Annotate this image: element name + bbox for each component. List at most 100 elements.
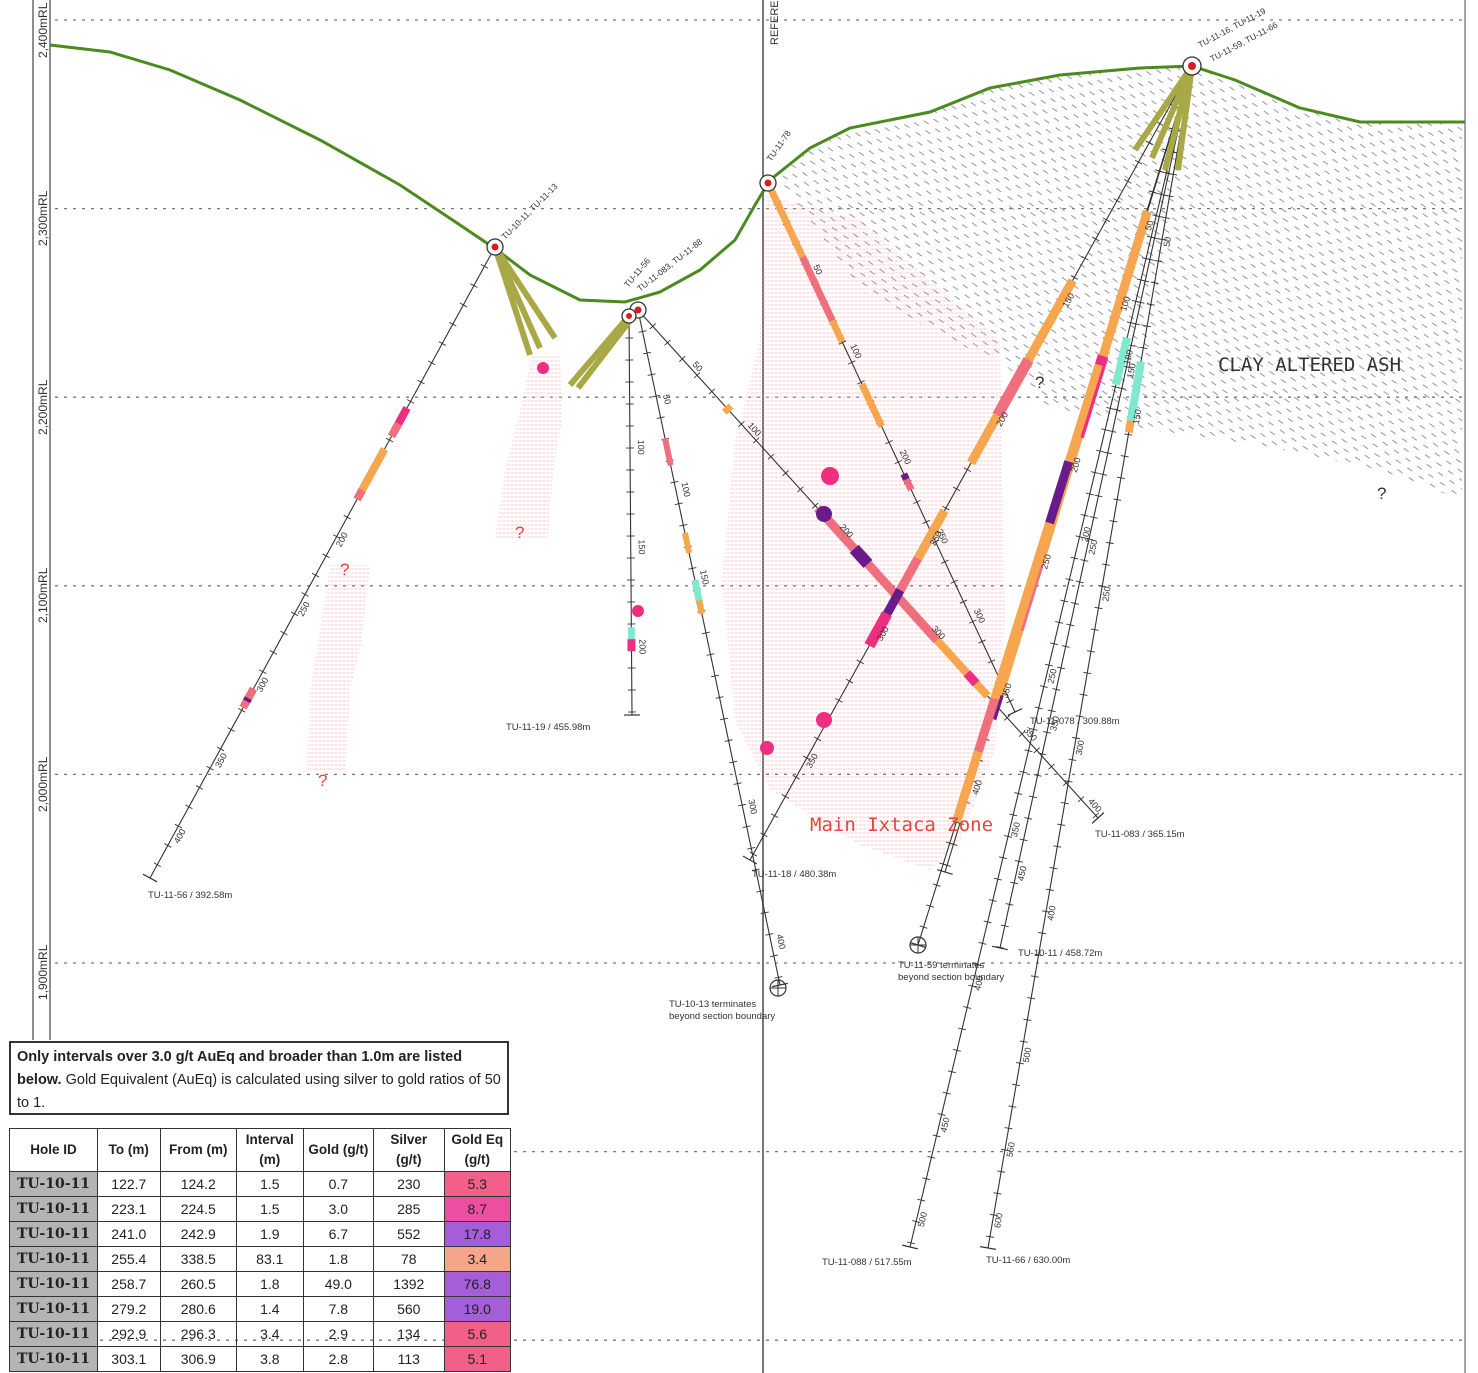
depth-tick — [1157, 193, 1166, 196]
depth-tick — [1134, 159, 1143, 165]
depth-tick — [985, 1235, 994, 1238]
depth-tick — [983, 920, 992, 924]
depth-tick — [922, 519, 931, 524]
depth-tick — [922, 1177, 931, 1181]
depth-tick — [1105, 541, 1114, 545]
depth-tick — [1165, 194, 1174, 198]
depth-tick-label: 400 — [1086, 796, 1104, 814]
depth-tick — [919, 925, 928, 929]
depth-tick — [322, 553, 330, 559]
depth-tick — [1033, 774, 1042, 777]
depth-tick — [1152, 214, 1161, 218]
hole-end-label: beyond section boundary — [898, 972, 1004, 983]
assay-interval — [963, 670, 980, 687]
depth-tick — [724, 739, 733, 742]
table-row: TU-10-11 279.2 280.6 1.4 7.8 560 19.0 — [8, 1296, 511, 1322]
collar-marker — [1182, 56, 1202, 76]
cell-gold: 3.0 — [302, 1196, 375, 1222]
depth-tick-label: 250 — [1087, 539, 1100, 556]
depth-tick — [638, 330, 647, 333]
depth-tick-label: 600 — [992, 1212, 1004, 1229]
depth-tick-label: 150 — [698, 569, 711, 586]
upper-hole-segment — [492, 246, 533, 356]
depth-tick — [1068, 758, 1077, 761]
assay-interval — [849, 544, 873, 569]
depth-tick — [1106, 407, 1115, 410]
depth-tick — [708, 388, 716, 395]
depth-tick — [1158, 238, 1167, 241]
depth-tick — [1111, 385, 1120, 389]
depth-tick — [803, 755, 811, 761]
hole-end-label: TU-11-66 / 630.00m — [986, 1255, 1070, 1266]
cell-interval: 1.5 — [235, 1171, 304, 1197]
depth-tick — [1099, 473, 1108, 476]
high-grade-marker — [816, 712, 832, 728]
assay-interval — [353, 488, 366, 502]
depth-tick — [715, 696, 724, 699]
depth-tick — [1071, 736, 1081, 740]
depth-tick — [738, 803, 747, 807]
depth-tick — [1124, 433, 1133, 436]
depth-tick — [1162, 171, 1171, 175]
hole-end-cap — [142, 873, 158, 883]
high-grade-marker — [632, 605, 644, 617]
cell-to: 279.2 — [97, 1296, 161, 1322]
depth-tick — [1045, 888, 1054, 891]
depth-tick — [1113, 408, 1122, 412]
depth-tick-label: 500 — [916, 1211, 929, 1228]
depth-tick — [1085, 537, 1094, 541]
depth-tick — [797, 486, 804, 493]
depth-tick — [835, 697, 843, 703]
cell-from: 280.6 — [159, 1296, 237, 1322]
hole-end-label: TU-11-083 / 365.15m — [1095, 829, 1185, 840]
depth-tick — [1047, 709, 1056, 713]
depth-tick — [1050, 642, 1059, 646]
depth-tick — [227, 727, 235, 732]
depth-tick — [1053, 845, 1062, 848]
depth-tick — [738, 421, 745, 428]
assay-interval — [1111, 336, 1132, 386]
cell-to: 255.4 — [97, 1246, 161, 1272]
cell-from: 338.5 — [159, 1246, 237, 1272]
depth-tick — [1102, 217, 1111, 223]
depth-tick — [311, 572, 320, 578]
depth-tick — [997, 1170, 1006, 1173]
cell-silver: 1392 — [373, 1271, 445, 1297]
depth-tick — [1161, 216, 1170, 219]
assay-interval — [864, 611, 892, 649]
depth-tick — [1070, 275, 1079, 280]
hole-end-label: TU-11-078 / 309.88m — [1030, 716, 1120, 727]
assay-interval — [1126, 360, 1145, 422]
depth-tick — [706, 653, 715, 656]
assay-interval — [992, 357, 1034, 419]
depth-tick — [688, 567, 697, 570]
depth-tick — [164, 843, 172, 848]
depth-tick — [993, 1192, 1002, 1195]
question-mark: ? — [1035, 373, 1044, 392]
depth-tick-label: 50 — [811, 263, 824, 276]
elevation-label: 2,300mRL — [36, 190, 50, 246]
depth-tick — [1091, 236, 1100, 242]
assay-interval — [662, 437, 674, 466]
depth-tick — [1009, 813, 1018, 817]
collar-marker — [486, 238, 504, 256]
cell-from: 306.9 — [159, 1346, 237, 1372]
depth-tick — [1081, 255, 1089, 261]
depth-tick — [1052, 688, 1061, 691]
depth-tick — [1039, 685, 1048, 688]
depth-tick-label: 400 — [172, 827, 188, 845]
depth-tick — [1038, 932, 1047, 935]
depth-tick-label: 150 — [1125, 362, 1138, 379]
assay-interval — [681, 532, 693, 554]
upper-hole-segment — [567, 314, 632, 387]
cell-to: 292.9 — [97, 1321, 161, 1347]
hole-end-cap — [742, 855, 758, 865]
depth-tick — [1139, 346, 1148, 349]
upper-hole-segment — [1175, 65, 1195, 171]
depth-tick-label: 350 — [213, 751, 229, 769]
assay-interval — [858, 382, 885, 428]
terminates-marker — [769, 979, 787, 997]
depth-tick — [941, 559, 949, 564]
cell-silver: 560 — [373, 1296, 445, 1322]
